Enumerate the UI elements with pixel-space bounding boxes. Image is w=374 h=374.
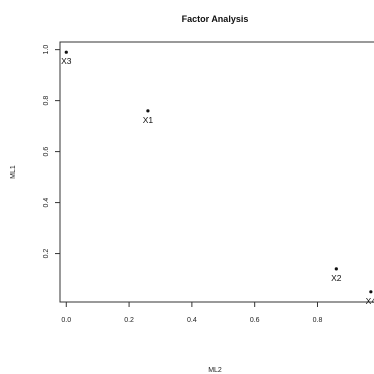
y-tick-label: 1.0 bbox=[43, 45, 50, 55]
y-axis-label: ML1 bbox=[10, 165, 17, 179]
x-tick-label: 0.8 bbox=[313, 317, 323, 324]
y-tick-label: 0.2 bbox=[43, 249, 50, 259]
point-label: X3 bbox=[61, 56, 72, 66]
data-point bbox=[334, 267, 338, 271]
plot-frame bbox=[59, 41, 374, 303]
y-tick-label: 0.8 bbox=[43, 96, 50, 106]
data-point bbox=[64, 50, 68, 54]
x-axis: 0.0 0.2 0.4 0.6 0.8 bbox=[61, 302, 322, 324]
chart-title: Factor Analysis bbox=[182, 14, 249, 24]
points-layer: X3 X1 X2 X4 bbox=[61, 50, 374, 306]
x-axis-label: ML2 bbox=[208, 367, 222, 374]
y-tick-label: 0.6 bbox=[43, 147, 50, 157]
y-axis: 0.2 0.4 0.6 0.8 1.0 bbox=[43, 45, 60, 259]
point-label: X4 bbox=[366, 296, 374, 306]
x-tick-label: 0.6 bbox=[250, 317, 260, 324]
data-point bbox=[369, 290, 373, 294]
x-tick-label: 0.0 bbox=[61, 317, 71, 324]
point-label: X2 bbox=[331, 273, 342, 283]
x-tick-label: 0.4 bbox=[187, 317, 197, 324]
y-tick-label: 0.4 bbox=[43, 198, 50, 208]
data-point bbox=[146, 109, 150, 113]
x-tick-label: 0.2 bbox=[124, 317, 134, 324]
point-label: X1 bbox=[143, 115, 154, 125]
